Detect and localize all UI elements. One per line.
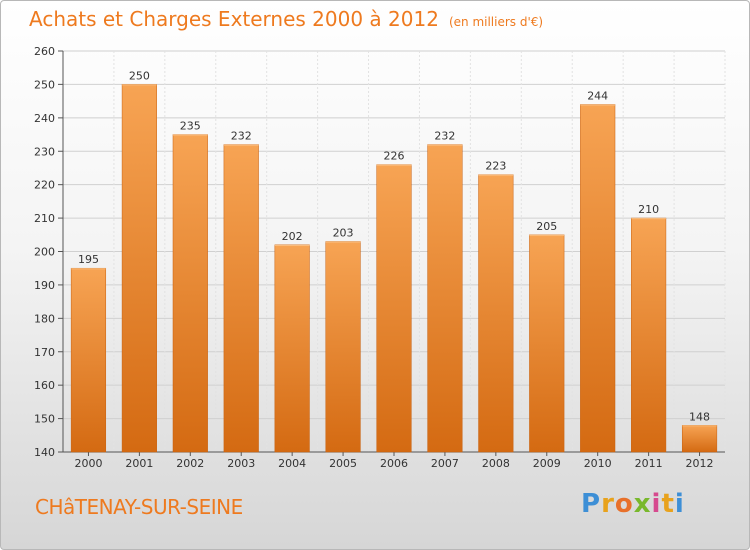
bar bbox=[274, 244, 310, 453]
bar bbox=[681, 425, 718, 453]
logo-letter: P bbox=[581, 489, 602, 519]
chart-subtitle: (en milliers d'€) bbox=[448, 15, 544, 29]
y-tick-label: 240 bbox=[34, 112, 55, 125]
bar bbox=[631, 217, 667, 453]
x-tick-label: 2007 bbox=[431, 457, 459, 470]
bar bbox=[427, 144, 463, 453]
x-tick-label: 2005 bbox=[329, 457, 357, 470]
y-tick-label: 200 bbox=[34, 246, 55, 259]
x-tick-label: 2002 bbox=[176, 457, 204, 470]
chart-title: Achats et Charges Externes 2000 à 2012 (e… bbox=[29, 7, 543, 31]
data-label: 195 bbox=[78, 253, 99, 266]
x-tick-label: 2003 bbox=[227, 457, 255, 470]
bar bbox=[478, 174, 514, 453]
x-tick-label: 2010 bbox=[584, 457, 612, 470]
x-tick-label: 2004 bbox=[278, 457, 306, 470]
y-tick-label: 250 bbox=[34, 78, 55, 91]
bar bbox=[325, 241, 361, 453]
proxiti-logo: Proxiti bbox=[581, 489, 685, 519]
data-label: 203 bbox=[333, 226, 354, 239]
x-tick-label: 2006 bbox=[380, 457, 408, 470]
y-tick-label: 170 bbox=[34, 346, 55, 359]
bar bbox=[223, 144, 259, 453]
data-label: 226 bbox=[384, 150, 405, 163]
y-tick-label: 220 bbox=[34, 179, 55, 192]
logo-letter: o bbox=[614, 489, 634, 519]
town-name: CHâTENAY-SUR-SEINE bbox=[35, 495, 243, 519]
data-label: 205 bbox=[536, 220, 557, 233]
bar bbox=[121, 84, 157, 453]
x-tick-label: 2000 bbox=[74, 457, 102, 470]
data-label: 223 bbox=[485, 160, 506, 173]
logo-letter: t bbox=[661, 489, 675, 519]
bar bbox=[172, 134, 208, 453]
y-tick-label: 260 bbox=[34, 45, 55, 58]
x-tick-label: 2011 bbox=[635, 457, 663, 470]
y-tick-label: 140 bbox=[34, 446, 55, 459]
y-tick-label: 150 bbox=[34, 413, 55, 426]
x-tick-label: 2012 bbox=[686, 457, 714, 470]
bar bbox=[376, 164, 412, 453]
x-tick-label: 2001 bbox=[125, 457, 153, 470]
y-tick-label: 190 bbox=[34, 279, 55, 292]
bar bbox=[70, 267, 107, 453]
data-label: 235 bbox=[180, 120, 201, 133]
logo-letter: i bbox=[674, 489, 685, 519]
y-tick-label: 230 bbox=[34, 145, 55, 158]
data-label: 250 bbox=[129, 69, 150, 82]
logo-letter: x bbox=[633, 489, 652, 519]
bars bbox=[70, 84, 718, 453]
y-tick-label: 160 bbox=[34, 379, 55, 392]
data-label: 232 bbox=[434, 130, 455, 143]
logo-letter: i bbox=[651, 489, 662, 519]
logo-letter: r bbox=[601, 489, 615, 519]
data-label: 210 bbox=[638, 203, 659, 216]
data-label: 232 bbox=[231, 130, 252, 143]
bar bbox=[580, 104, 616, 453]
x-tick-label: 2008 bbox=[482, 457, 510, 470]
data-label: 244 bbox=[587, 89, 608, 102]
chart-title-text: Achats et Charges Externes 2000 à 2012 bbox=[29, 7, 439, 31]
y-tick-label: 180 bbox=[34, 312, 55, 325]
x-tick-label: 2009 bbox=[533, 457, 561, 470]
y-tick-label: 210 bbox=[34, 212, 55, 225]
data-label: 148 bbox=[689, 410, 710, 423]
bar bbox=[529, 234, 565, 453]
data-label: 202 bbox=[282, 230, 303, 243]
labels: 140 150 160 170 180 190 200 210 220 230 240 250 260 1… bbox=[34, 45, 714, 470]
